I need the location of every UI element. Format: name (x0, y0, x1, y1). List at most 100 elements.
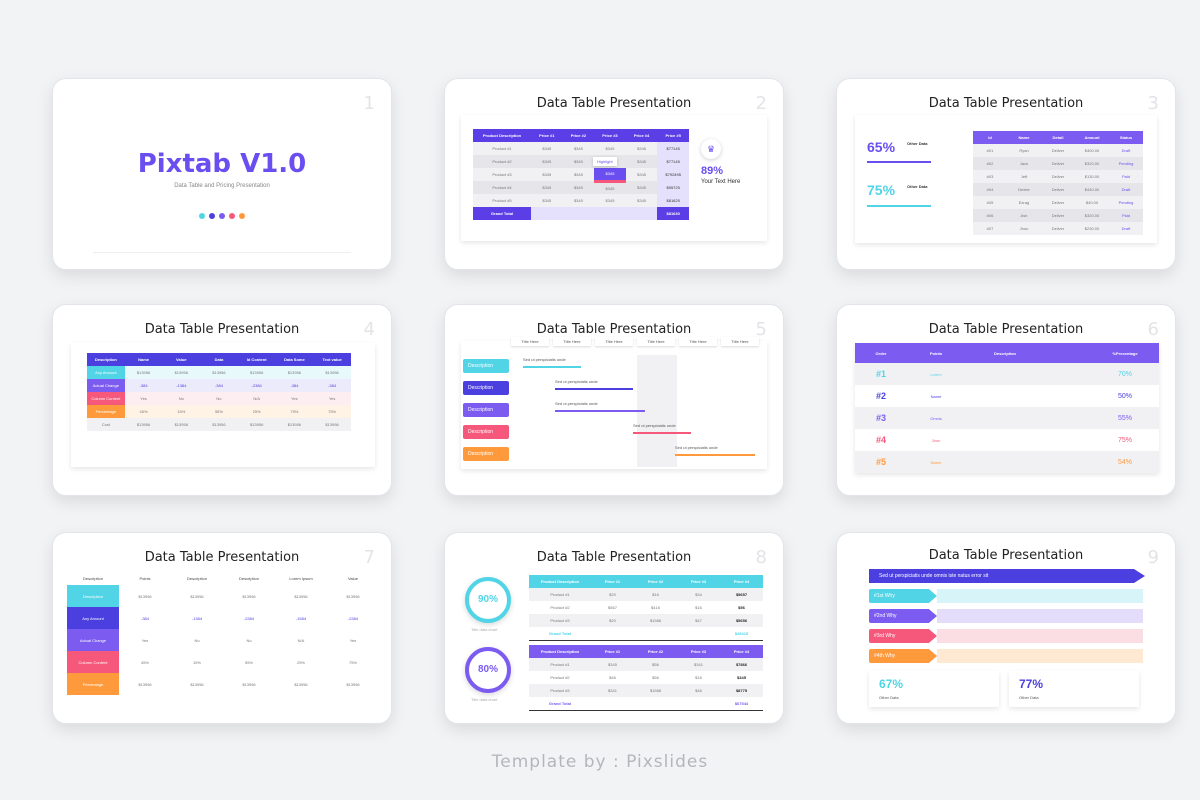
cell: No (216, 396, 222, 401)
cell: $345 (637, 198, 647, 203)
why-label: #4th Why (869, 649, 937, 663)
slide-7[interactable]: 7 Data Table Presentation Description Poi… (52, 532, 392, 724)
cell: No (178, 396, 184, 401)
slide-4[interactable]: 4 Data Table Presentation Description Nam… (52, 304, 392, 496)
cell: -384 (214, 383, 223, 388)
cell: $345 (573, 172, 583, 177)
cell: $1586 (649, 688, 662, 693)
highlight-tooltip: Highlight (593, 157, 617, 166)
slide-6[interactable]: 6 Data Table Presentation Order Points Des… (836, 304, 1176, 496)
cell: $56 (652, 662, 659, 667)
slide-number: 7 (363, 547, 375, 568)
cell: 45% (140, 659, 149, 665)
cell: $77145 (657, 142, 689, 155)
slide-9[interactable]: 9 Data Table Presentation Sed ut perspic… (836, 532, 1176, 724)
progress-1-bar (867, 161, 931, 163)
slide-number: 4 (363, 319, 375, 340)
cell: $13956 (138, 593, 152, 599)
cell: #06 (986, 213, 994, 218)
cell: $13956 (325, 370, 339, 375)
percent-value: 89% (701, 165, 724, 177)
cell: Yes (349, 637, 357, 643)
slide-title: Data Table Presentation (536, 322, 692, 337)
slide-1[interactable]: 1 Pixtab V1.0 Data Table and Pricing Pre… (52, 78, 392, 270)
status: Paid (1121, 174, 1130, 179)
why-label: #2nd Why (869, 609, 937, 623)
col-header: Description (87, 353, 125, 366)
cell: 15% (192, 659, 201, 665)
grand-total-value: $81630 (657, 207, 689, 220)
cell: $13956 (242, 593, 256, 599)
gantt-col-title: Title Here (679, 337, 717, 346)
percent-cell: 50% (1117, 392, 1132, 400)
slide-5[interactable]: 5 Data Table Presentation Title Here Tit… (444, 304, 784, 496)
cell: -2384 (251, 383, 262, 388)
cell: Deliver (1051, 213, 1065, 218)
cell: #02 (986, 161, 994, 166)
slide-number: 2 (755, 93, 767, 114)
stat-card-1: 67% Other Data (869, 671, 999, 707)
col-header: Price #4 (720, 575, 763, 588)
cell: 15% (177, 409, 186, 414)
cell: Yes (141, 637, 149, 643)
cell: $13956 (212, 370, 226, 375)
cell: $345 (637, 146, 647, 151)
gantt-row-label: Description (463, 359, 509, 373)
cell: 55% (244, 659, 253, 665)
cell: $5656 (735, 618, 748, 623)
cell: N/A (297, 637, 305, 643)
cell: Yes (140, 396, 147, 401)
gantt-row-label: Description (463, 425, 509, 439)
grand-total-label: Grand Total (548, 700, 572, 706)
gantt-col-title: Title Here (553, 337, 591, 346)
highlight-cell: $345 (594, 168, 626, 181)
row-label: Percentage (87, 405, 125, 418)
cell: $440.00 (1084, 187, 1100, 192)
why-row (937, 629, 1143, 643)
percent-cell: 55% (1117, 414, 1132, 422)
cell: $345 (737, 675, 746, 680)
cell: $320.00 (1084, 213, 1100, 218)
col-header: Price #2 (634, 645, 677, 658)
cell: $13956 (287, 422, 302, 427)
progress-2-label: Other Data (907, 184, 928, 189)
cell: 75% (348, 659, 357, 665)
cell: Product #3 (550, 688, 570, 693)
col-header: Price #3 (677, 645, 720, 658)
cell: Name (930, 393, 942, 399)
cell: -384 (140, 615, 149, 621)
cell: Deliver (1051, 161, 1065, 166)
cell: Jhon (1019, 226, 1029, 231)
cell: $13956 (294, 593, 308, 599)
slide-3[interactable]: 3 Data Table Presentation 65% Other Data… (836, 78, 1176, 270)
progress-1-value: 65% (867, 139, 896, 155)
percent-text: Your Text Here (701, 179, 741, 185)
gantt-card: Title Here Title Here Title Here Title H… (461, 337, 767, 469)
gantt-col-title: Title Here (721, 337, 759, 346)
slide-number: 8 (755, 547, 767, 568)
slide-8[interactable]: 8 Data Table Presentation 90% Title data… (444, 532, 784, 724)
cell: $416 (651, 605, 660, 610)
col-header: Data (200, 353, 238, 366)
banner-arrow: Sed ut perspiciatis unde omnis iste natu… (869, 569, 1145, 583)
cell: -2384 (243, 615, 255, 621)
slide-2[interactable]: 2 Data Table Presentation Product Descri… (444, 78, 784, 270)
cell: 75% (328, 409, 337, 414)
cell: $341 (608, 688, 617, 693)
status: Paid (1121, 213, 1130, 218)
col-header: Detail (1041, 131, 1075, 144)
col-header: Amount (1075, 131, 1109, 144)
order-num: #2 (875, 391, 886, 401)
cell: $13956 (287, 370, 302, 375)
gantt-col-title: Title Here (511, 337, 549, 346)
col-header: Points (907, 343, 965, 363)
col-header: Price #4 (625, 129, 658, 142)
cell: $345 (542, 185, 552, 190)
cell: $13956 (249, 370, 264, 375)
cell: $345 (542, 159, 552, 164)
cell: -1384 (191, 615, 203, 621)
cell: N/A (253, 396, 260, 401)
gantt-bar-label: Sed ut perspiciatis unde (633, 423, 676, 428)
cell: -2384 (347, 615, 359, 621)
footer-credit: Template by : Pixslides (491, 752, 709, 772)
